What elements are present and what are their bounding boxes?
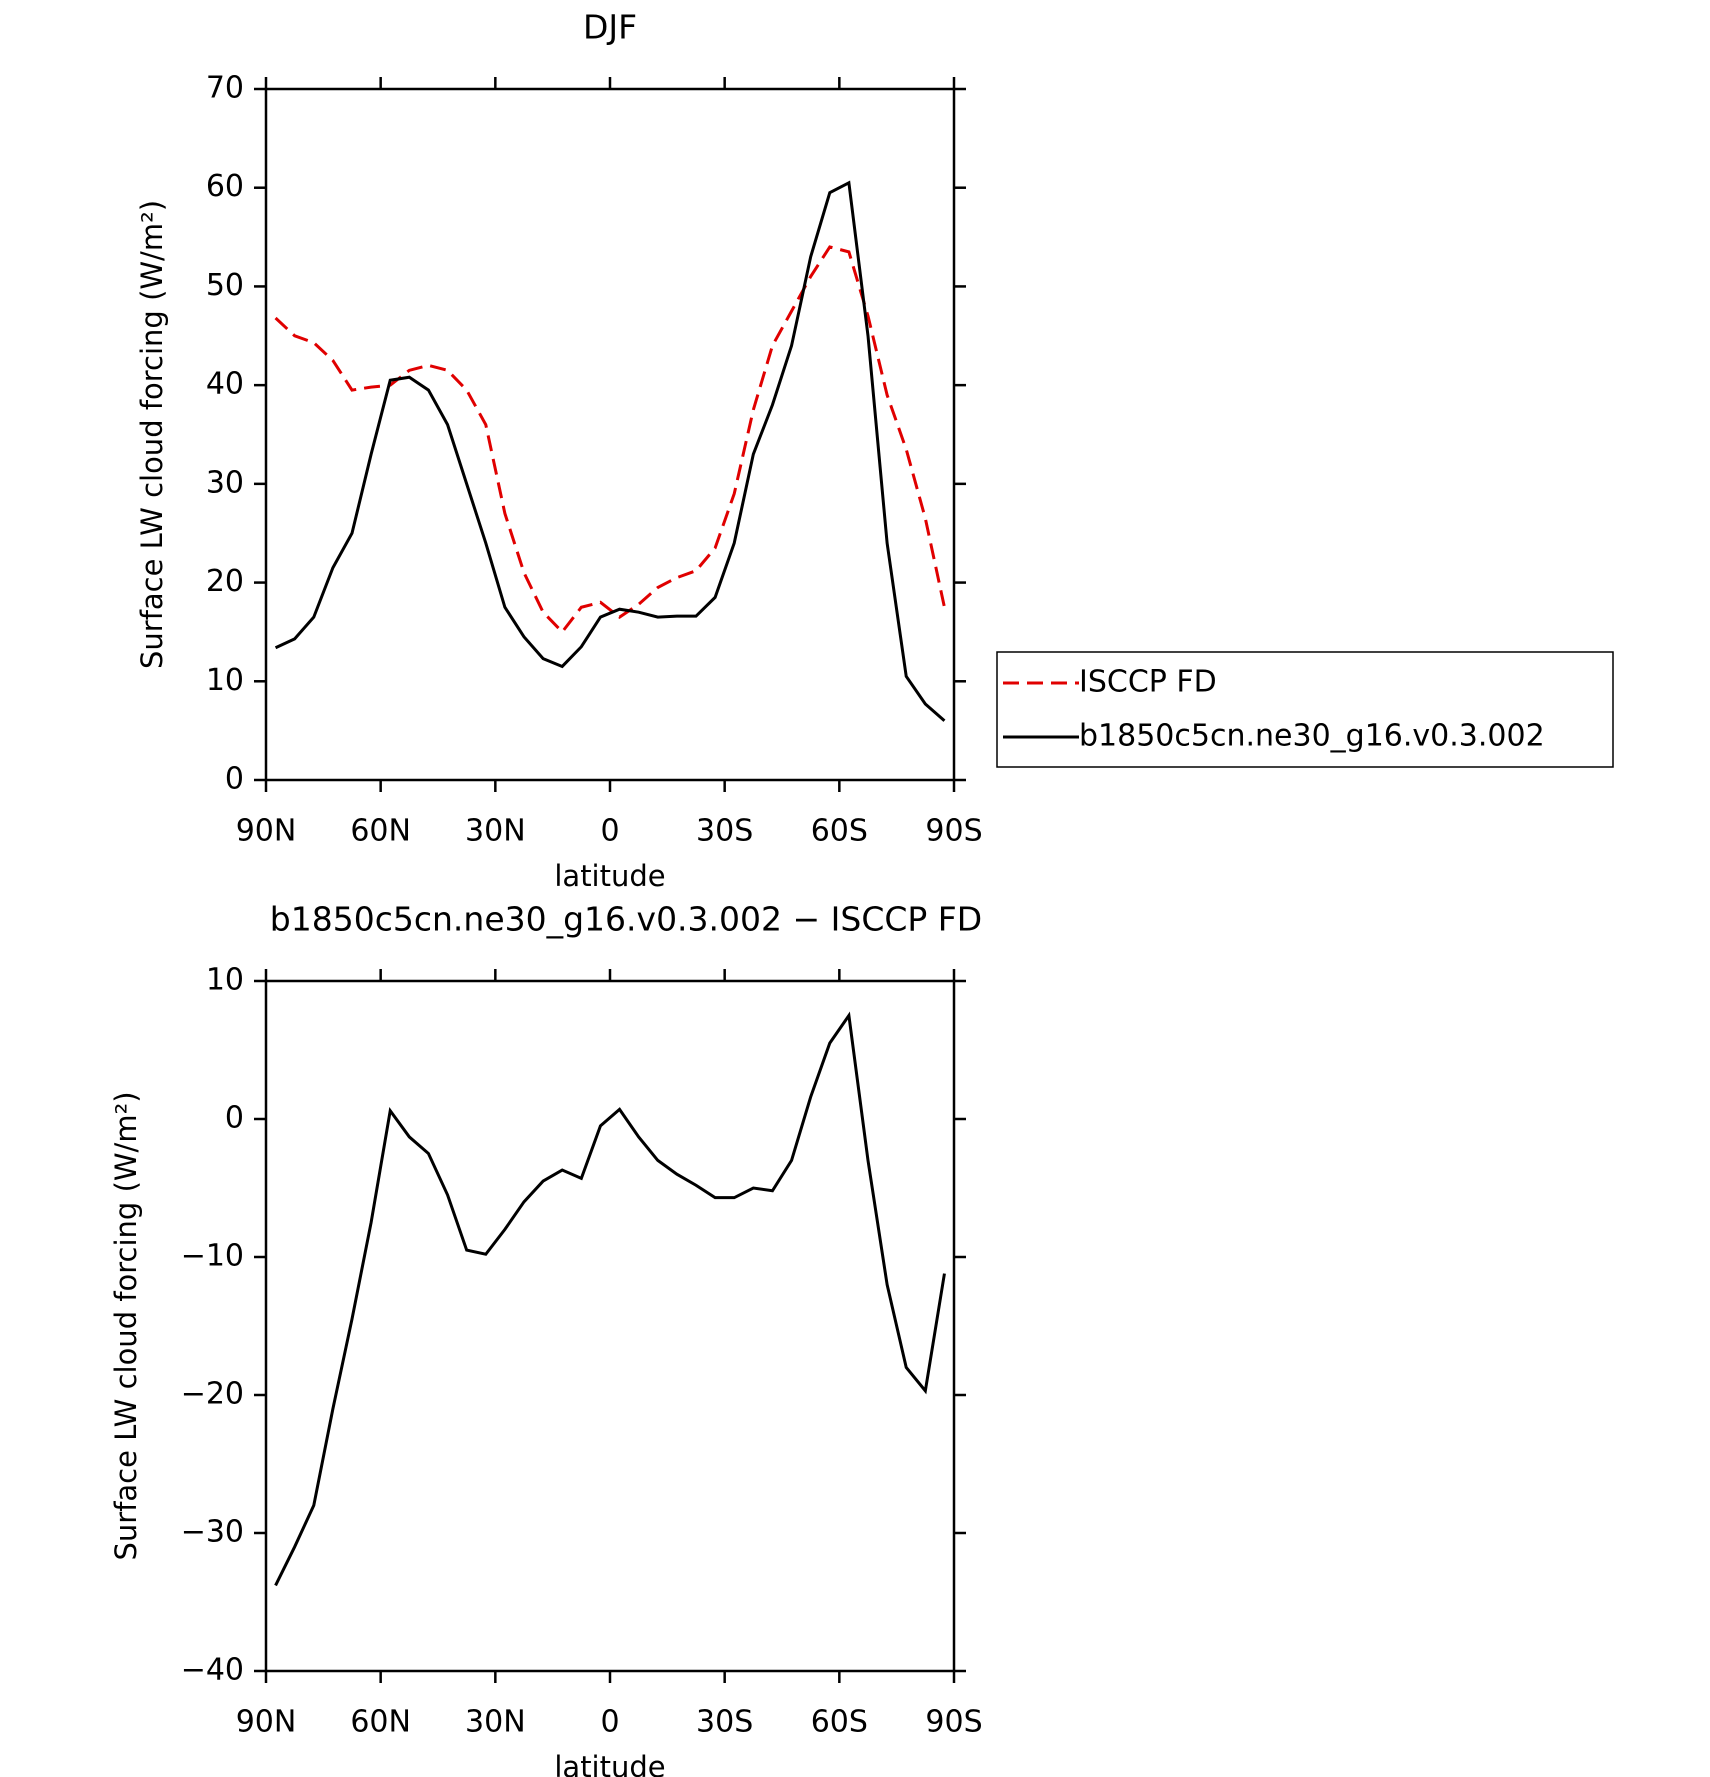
y-tick-label: 0 [225,1101,244,1136]
y-tick-label: 50 [206,268,244,303]
y-tick-label: −40 [181,1653,244,1688]
x-tick-label: 60N [350,1705,411,1740]
data-line [274,180,946,722]
y-tick-label: 10 [206,663,244,698]
y-tick-label: 70 [206,71,244,106]
x-tick-label: 60N [350,814,411,849]
y-tick-label: 40 [206,367,244,402]
data-line [274,245,946,635]
x-tick-label: 60S [811,814,868,849]
x-tick-label: 30S [696,1705,753,1740]
legend-label: b1850c5cn.ne30_g16.v0.3.002 [1079,719,1545,754]
y-axis-label: Surface LW cloud forcing (W/m²) [135,200,169,669]
y-tick-label: 0 [225,762,244,797]
x-tick-label: 30S [696,814,753,849]
y-tick-label: −10 [181,1239,244,1274]
y-tick-label: 20 [206,564,244,599]
plot-frame [264,979,956,1673]
legend-label: ISCCP FD [1079,665,1217,700]
chart-title: DJF [583,8,637,47]
y-tick-label: −20 [181,1377,244,1412]
data-line [274,1011,946,1587]
x-tick-label: 30N [465,1705,526,1740]
chart-title: b1850c5cn.ne30_g16.v0.3.002 − ISCCP FD [270,900,982,939]
y-tick-label: 30 [206,465,244,500]
x-tick-label: 90S [925,814,982,849]
x-tick-label: 0 [600,1705,619,1740]
y-tick-label: 10 [206,963,244,998]
x-tick-label: 0 [600,814,619,849]
legend-box [996,651,1614,768]
y-tick-label: −30 [181,1515,244,1550]
x-tick-label: 90S [925,1705,982,1740]
x-axis-label: latitude [554,1750,665,1777]
x-tick-label: 60S [811,1705,868,1740]
x-tick-label: 90N [236,814,297,849]
y-axis-label: Surface LW cloud forcing (W/m²) [109,1091,143,1560]
x-tick-label: 30N [465,814,526,849]
x-tick-label: 90N [236,1705,297,1740]
x-axis-label: latitude [554,859,665,893]
y-tick-label: 60 [206,169,244,204]
